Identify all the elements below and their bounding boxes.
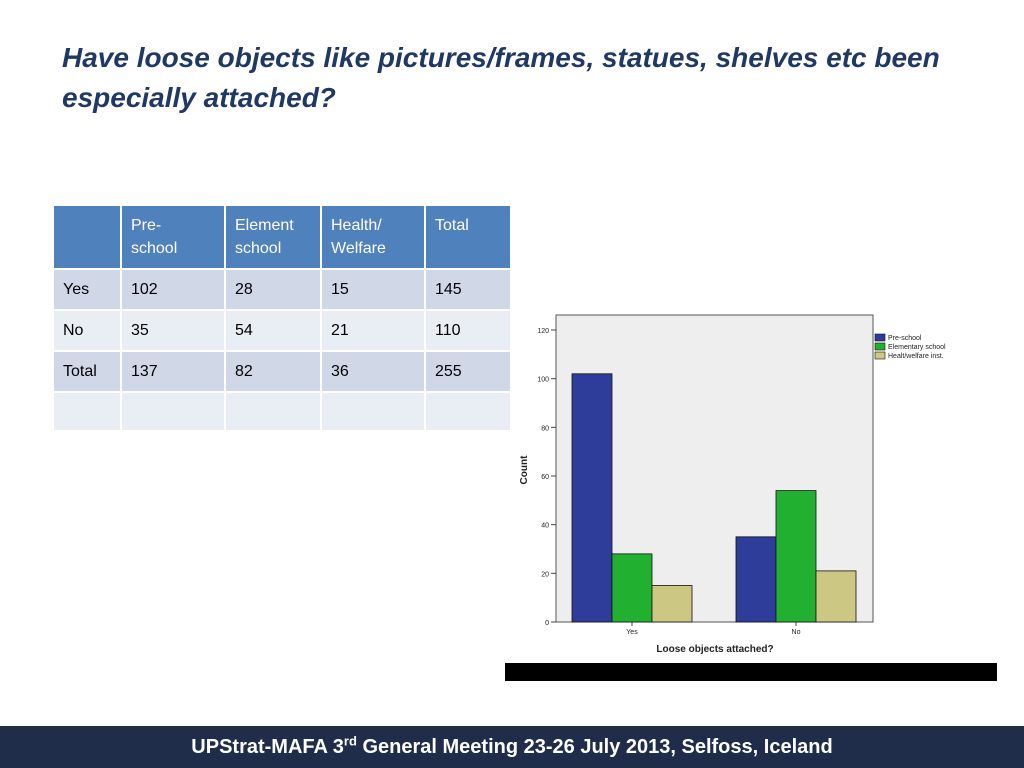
table-cell: 54 [224, 309, 322, 352]
black-caption-bar [505, 663, 997, 681]
legend-swatch [874, 342, 886, 351]
bar-healt-welfare-inst--no [815, 570, 857, 623]
table-cell: 102 [120, 268, 226, 311]
footer-superscript: rd [343, 733, 357, 749]
table-cell: Yes [52, 268, 122, 311]
footer-text-suffix: General Meeting 23-26 July 2013, Selfoss… [356, 736, 833, 758]
y-tick-label: 0 [545, 620, 549, 627]
slide-title: Have loose objects like pictures/frames,… [62, 42, 940, 113]
table-row [52, 391, 512, 432]
y-tick-label: 100 [537, 377, 549, 384]
legend-entry: Healt/welfare inst. [888, 353, 944, 360]
table-row: Yes 102 28 15 145 [52, 268, 512, 311]
table-header-cell: Element school [224, 204, 322, 270]
table-cell: 36 [320, 350, 426, 393]
y-tick-label: 60 [541, 474, 549, 481]
y-tick-label: 20 [541, 571, 549, 578]
table-cell [52, 391, 122, 432]
table-cell: 35 [120, 309, 226, 352]
x-axis-label: Loose objects attached? [656, 644, 773, 655]
header-line: Health/ [331, 217, 382, 234]
table-cell [320, 391, 426, 432]
footer-text: UPStrat-MAFA 3 [191, 736, 344, 758]
table-cell: 145 [424, 268, 512, 311]
table-header-row: Pre- school Element school Health/ Welfa… [52, 204, 512, 270]
legend-entry: Pre-school [888, 335, 922, 342]
header-line: school [131, 240, 178, 257]
table-cell: 255 [424, 350, 512, 393]
table-cell [120, 391, 226, 432]
table-cell: 137 [120, 350, 226, 393]
y-tick-label: 40 [541, 523, 549, 530]
table-cell: No [52, 309, 122, 352]
bar-pre-school-no [735, 536, 777, 623]
x-tick-label: Yes [626, 629, 638, 636]
y-tick-label: 80 [541, 425, 549, 432]
table-header-cell [52, 204, 122, 270]
bar-chart: 0 20 40 60 80 100 120 Count Yes No Loose objects a… [519, 314, 946, 655]
table-header-cell: Pre- school [120, 204, 226, 270]
footer-bar: UPStrat-MAFA 3rd General Meeting 23-26 J… [0, 726, 1024, 768]
header-line: Element [235, 217, 294, 234]
table-cell [224, 391, 322, 432]
x-tick-label: No [792, 629, 801, 636]
table-header-cell: Health/ Welfare [320, 204, 426, 270]
table-cell: 15 [320, 268, 426, 311]
legend-swatch [874, 333, 886, 342]
table-row: Total 137 82 36 255 [52, 350, 512, 393]
table-body: Yes 102 28 15 145 No 35 54 21 110 Total 137 82 36 255 [52, 268, 512, 432]
header-line: school [235, 240, 282, 257]
bar-elementary-school-yes [611, 553, 653, 623]
header-line: Welfare [331, 240, 386, 257]
y-tick-label: 120 [537, 328, 549, 335]
table-row: No 35 54 21 110 [52, 309, 512, 352]
table-cell: 82 [224, 350, 322, 393]
header-line: Total [435, 217, 469, 234]
y-axis-label: Count [519, 455, 530, 485]
bar-pre-school-yes [571, 373, 613, 623]
legend-swatch [874, 351, 886, 360]
bar-healt-welfare-inst--yes [651, 585, 693, 623]
crosstab-table: Pre- school Element school Health/ Welfa… [52, 204, 512, 432]
table-cell [424, 391, 512, 432]
bar-elementary-school-no [775, 490, 817, 623]
table-cell: 28 [224, 268, 322, 311]
legend-entry: Elementary school [888, 344, 946, 351]
table-header-cell: Total [424, 204, 512, 270]
table-cell: 21 [320, 309, 426, 352]
table-cell: Total [52, 350, 122, 393]
header-line: Pre- [131, 217, 162, 234]
table-cell: 110 [424, 309, 512, 352]
